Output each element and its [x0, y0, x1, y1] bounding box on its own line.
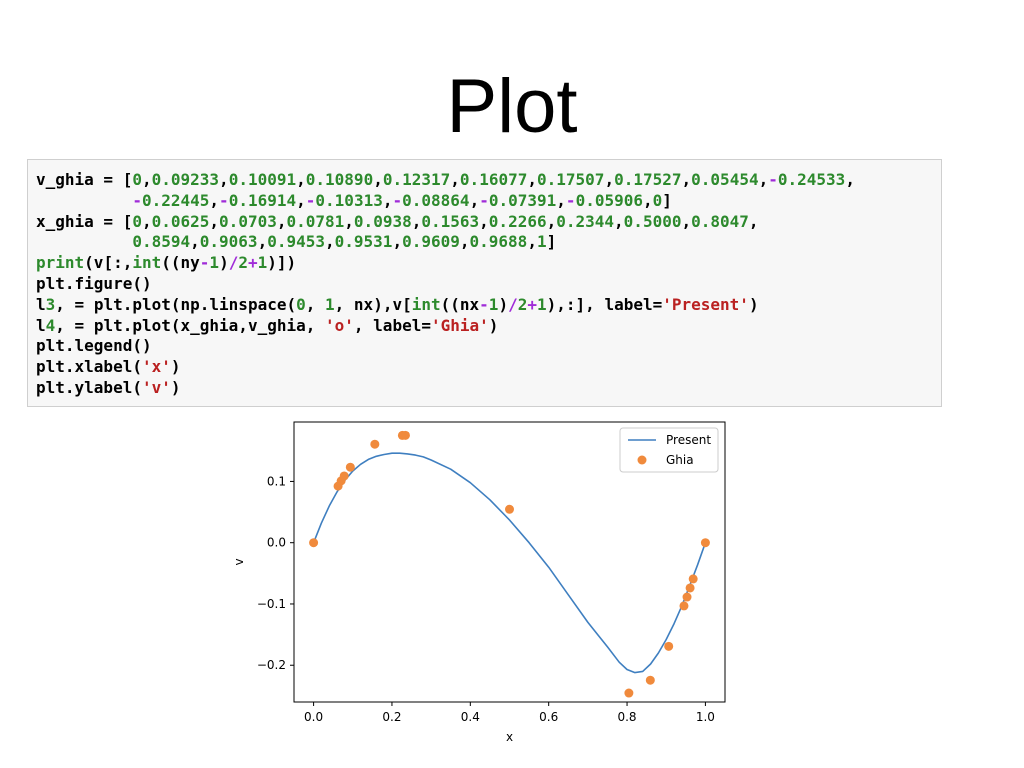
code-line: l4, = plt.plot(x_ghia,v_ghia, 'o', label…: [36, 315, 499, 335]
data-point-ghia: [400, 430, 410, 440]
x-tick-label: 0.8: [617, 710, 636, 724]
data-point-ghia: [370, 439, 380, 449]
data-point-ghia: [688, 574, 698, 584]
code-block: v_ghia = [0,0.09233,0.10091,0.10890,0.12…: [28, 160, 941, 399]
y-tick-label: 0.1: [267, 474, 286, 488]
data-point-ghia: [682, 592, 692, 602]
legend-label: Ghia: [666, 453, 694, 467]
data-point-ghia: [309, 538, 319, 548]
code-line: 0.8594,0.9063,0.9453,0.9531,0.9609,0.968…: [132, 232, 557, 252]
legend-label: Present: [666, 433, 711, 447]
y-tick-label: −0.1: [257, 597, 286, 611]
y-tick-label: 0.0: [267, 536, 286, 550]
x-tick-label: 0.0: [304, 710, 323, 724]
legend: Present Ghia: [619, 427, 719, 473]
x-tick-label: 0.4: [461, 710, 480, 724]
x-tick-label: 0.6: [539, 710, 558, 724]
data-point-ghia: [624, 688, 634, 698]
data-point-ghia: [505, 504, 514, 514]
x-tick-label: 1.0: [696, 710, 715, 724]
data-point-ghia: [679, 601, 689, 611]
code-line: print(v[:,int((ny-1)/2+1)]): [36, 253, 297, 273]
code-line: x_ghia = [0,0.0625,0.0703,0.0781,0.0938,…: [36, 211, 759, 231]
x-tick-label: 0.2: [382, 710, 401, 724]
code-line: plt.ylabel('v'): [36, 377, 181, 397]
data-point-ghia: [664, 641, 674, 651]
data-point-ghia: [700, 538, 710, 548]
code-line: l3, = plt.plot(np.linspace(0, 1, nx),v[i…: [36, 294, 759, 314]
data-point-ghia: [339, 471, 349, 481]
code-cell[interactable]: v_ghia = [0,0.09233,0.10091,0.10890,0.12…: [27, 159, 942, 407]
code-line: plt.xlabel('x'): [36, 357, 181, 377]
code-line: plt.legend(): [36, 336, 152, 356]
y-tick-label: −0.2: [257, 658, 286, 672]
data-point-ghia: [645, 675, 655, 685]
x-axis-label: x: [506, 730, 513, 744]
data-point-ghia: [345, 462, 355, 472]
slide-title: Plot: [446, 64, 578, 149]
legend-marker-swatch: [637, 455, 647, 465]
code-line: v_ghia = [0,0.09233,0.10091,0.10890,0.12…: [36, 170, 855, 189]
data-point-ghia: [685, 583, 695, 593]
code-line: -0.22445,-0.16914,-0.10313,-0.08864,-0.0…: [132, 190, 672, 210]
plot-area: 0.0 0.2 0.4 0.6 0.8 1.0 −0.2 −0.1 0.0 0.1 x v Presen…: [232, 421, 726, 744]
series-line-present: [312, 452, 707, 674]
y-axis-label: v: [232, 558, 246, 565]
code-line: plt.figure(): [36, 273, 152, 293]
